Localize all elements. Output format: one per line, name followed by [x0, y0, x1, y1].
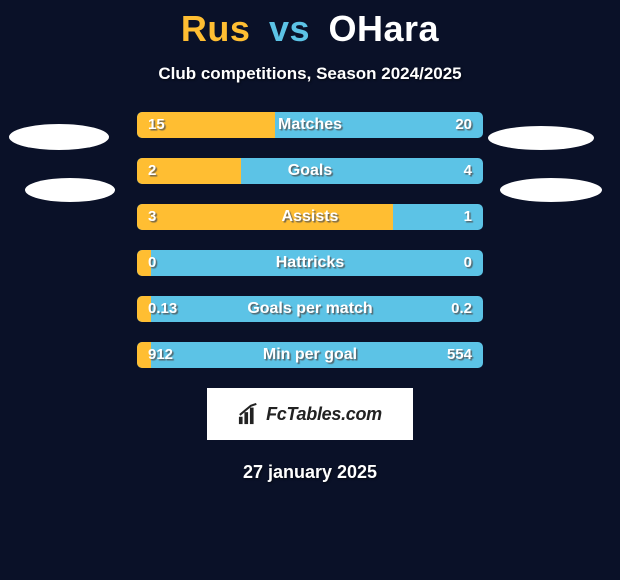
stat-bar-left — [137, 250, 151, 276]
subtitle: Club competitions, Season 2024/2025 — [0, 64, 620, 84]
stat-row: Assists31 — [0, 204, 620, 230]
stat-bar-left — [137, 204, 393, 230]
logo-box: FcTables.com — [207, 388, 413, 440]
stat-row: Min per goal912554 — [0, 342, 620, 368]
fctables-icon — [238, 403, 260, 425]
stat-bar-left — [137, 158, 241, 184]
stat-bar-track — [137, 204, 483, 230]
stat-row: Goals per match0.130.2 — [0, 296, 620, 322]
club-logo-placeholder — [488, 126, 594, 150]
stat-bar-left — [137, 342, 151, 368]
stat-bar-track — [137, 342, 483, 368]
stat-bar-track — [137, 112, 483, 138]
club-logo-placeholder — [500, 178, 602, 202]
player1-name: Rus — [181, 8, 251, 49]
stat-bar-left — [137, 112, 275, 138]
stat-bar-left — [137, 296, 151, 322]
player2-name: OHara — [329, 8, 440, 49]
stat-bar-track — [137, 250, 483, 276]
date-label: 27 january 2025 — [0, 462, 620, 483]
stat-bar-track — [137, 158, 483, 184]
comparison-title: Rus vs OHara — [0, 0, 620, 50]
logo-text: FcTables.com — [266, 404, 382, 425]
club-logo-placeholder — [9, 124, 109, 150]
stats-container: Matches1520Goals24Assists31Hattricks00Go… — [0, 112, 620, 368]
club-logo-placeholder — [25, 178, 115, 202]
stat-bar-track — [137, 296, 483, 322]
stat-row: Hattricks00 — [0, 250, 620, 276]
vs-label: vs — [269, 8, 310, 49]
